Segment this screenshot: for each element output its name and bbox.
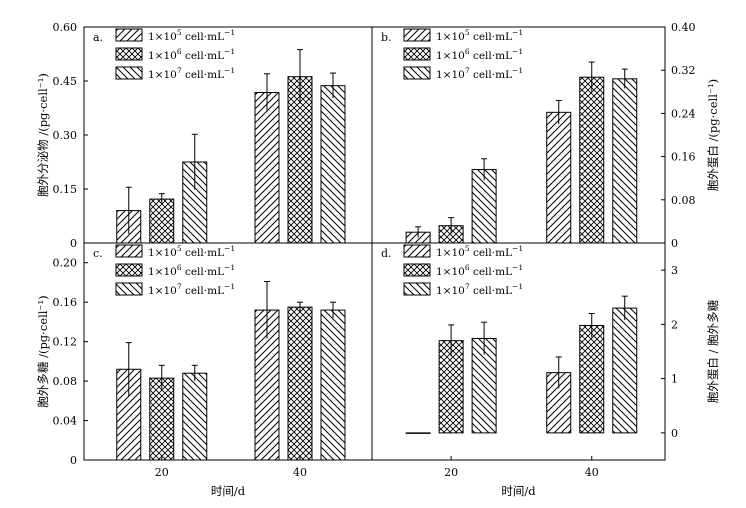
- legend-swatch: [115, 47, 143, 61]
- bar: [471, 169, 497, 244]
- y-axis-label: 胞外蛋白 / 胞外多糖: [706, 299, 720, 403]
- legend-swatch: [403, 47, 431, 61]
- bar: [320, 85, 346, 244]
- legend-swatch: [403, 28, 431, 42]
- panel-label: c.: [93, 247, 103, 260]
- legend-swatch: [403, 263, 431, 277]
- bar: [612, 307, 638, 434]
- bar: [182, 372, 208, 461]
- legend: 1×105 cell·mL−1 1×106 cell·mL−1 1×107 cell…: [115, 244, 235, 297]
- panel-b: 0 0.08 0.16 0.24 0.32 0.40 胞外蛋白 /(pg·cell⁻¹) b.…: [381, 21, 720, 250]
- legend-label: 1×107 cell·mL−1: [148, 66, 235, 81]
- y-tick-label: 0.24: [671, 107, 696, 120]
- legend-swatch: [115, 66, 143, 80]
- y-tick-label: 0.15: [53, 183, 78, 196]
- bar: [546, 111, 572, 244]
- legend-label: 1×106 cell·mL−1: [148, 47, 235, 62]
- x-tick-label: 40: [293, 466, 307, 479]
- y-tick-label: 3: [671, 264, 678, 277]
- panel-label: a.: [93, 31, 103, 44]
- x-tick-label: 40: [585, 466, 599, 479]
- x-tick-label: 20: [444, 466, 458, 479]
- legend: 1×105 cell·mL−1 1×106 cell·mL−1 1×107 cell…: [403, 244, 523, 297]
- y-tick-label: 0: [671, 427, 678, 440]
- y-tick-label: 0.30: [53, 129, 78, 142]
- panel-label: b.: [381, 31, 392, 44]
- y-tick-label: 0.40: [671, 21, 696, 34]
- legend-swatch: [115, 263, 143, 277]
- legend-swatch: [403, 66, 431, 80]
- legend-label: 1×106 cell·mL−1: [436, 47, 523, 62]
- bar: [254, 92, 280, 244]
- y-tick-label: 0.16: [53, 296, 78, 309]
- legend-label: 1×105 cell·mL−1: [148, 244, 235, 259]
- legend-swatch: [115, 282, 143, 296]
- bar: [579, 76, 605, 244]
- y-tick-label: 0.04: [53, 415, 78, 428]
- y-tick-label: 0: [70, 237, 77, 250]
- panel-c: 0 0.04 0.08 0.12 0.16 0.20 胞外多糖 /(pg·cell⁻¹) c.…: [36, 244, 346, 498]
- panel-d: 0 1 2 3 胞外蛋白 / 胞外多糖 d. 20 40 时间/d 1×105 cell·mL−1…: [381, 244, 720, 498]
- y-tick-label: 0.08: [671, 194, 696, 207]
- legend-label: 1×105 cell·mL−1: [436, 28, 523, 43]
- bar: [320, 309, 346, 461]
- panel-label: d.: [381, 247, 392, 260]
- bar: [149, 198, 175, 244]
- legend: 1×105 cell·mL−1 1×106 cell·mL−1 1×107 cell…: [115, 28, 235, 81]
- y-tick-label: 0.08: [53, 375, 78, 388]
- y-tick-label: 0: [671, 237, 678, 250]
- x-axis-label: 时间/d: [211, 484, 246, 498]
- y-tick-label: 0.12: [53, 336, 78, 349]
- bar: [405, 432, 431, 434]
- y-tick-label: 0: [70, 454, 77, 467]
- y-axis-label: 胞外多糖 /(pg·cell⁻¹): [36, 295, 50, 407]
- y-tick-label: 0.32: [671, 64, 696, 77]
- legend-swatch: [115, 244, 143, 258]
- y-tick-label: 0.45: [53, 75, 78, 88]
- y-tick-label: 0.16: [671, 151, 696, 164]
- legend-label: 1×106 cell·mL−1: [148, 263, 235, 278]
- legend-label: 1×107 cell·mL−1: [436, 66, 523, 81]
- legend-swatch: [403, 282, 431, 296]
- panel-a: 0 0.15 0.30 0.45 0.60 胞外分泌物 /(pg·cell⁻¹) a. 1×1…: [36, 21, 346, 250]
- legend: 1×105 cell·mL−1 1×106 cell·mL−1 1×107 cell…: [403, 28, 523, 81]
- legend-label: 1×107 cell·mL−1: [436, 282, 523, 297]
- x-tick-label: 20: [155, 466, 169, 479]
- y-tick-label: 1: [671, 373, 678, 386]
- legend-swatch: [403, 244, 431, 258]
- x-axis-label: 时间/d: [501, 484, 536, 498]
- legend-label: 1×107 cell·mL−1: [148, 282, 235, 297]
- bar: [612, 78, 638, 244]
- legend-label: 1×105 cell·mL−1: [436, 244, 523, 259]
- bar: [579, 324, 605, 434]
- bar: [287, 306, 313, 461]
- y-axis-label: 胞外分泌物 /(pg·cell⁻¹): [36, 73, 50, 197]
- y-tick-label: 0.60: [53, 21, 78, 34]
- y-tick-label: 2: [671, 318, 678, 331]
- legend-label: 1×105 cell·mL−1: [148, 28, 235, 43]
- y-axis-label: 胞外蛋白 /(pg·cell⁻¹): [706, 79, 720, 191]
- legend-label: 1×106 cell·mL−1: [436, 263, 523, 278]
- legend-swatch: [115, 28, 143, 42]
- y-tick-label: 0.20: [53, 257, 78, 270]
